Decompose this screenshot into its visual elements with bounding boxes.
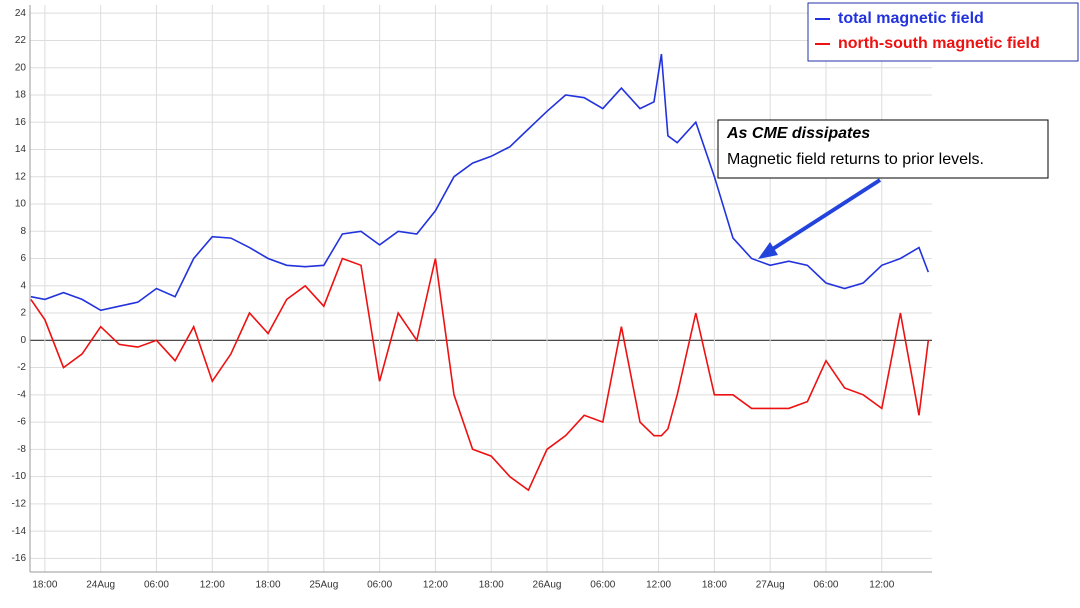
annotation-box [717, 119, 1049, 179]
y-tick-label: 10 [15, 199, 27, 210]
x-tick-label: 12:00 [646, 580, 671, 591]
y-tick-label: -2 [17, 362, 26, 373]
legend-label: north-south magnetic field [838, 35, 1040, 52]
arrow-head [758, 242, 778, 259]
y-tick-label: 2 [20, 308, 26, 319]
series-line [30, 53, 930, 312]
annotation-text: Magnetic field returns to prior levels. [727, 151, 984, 168]
legend-label: total magnetic field [838, 10, 984, 27]
y-tick-label: -14 [12, 526, 27, 537]
x-tick-label: 26Aug [533, 580, 562, 591]
y-tick-label: -12 [12, 498, 27, 509]
x-tick-label: 24Aug [86, 580, 115, 591]
y-tick-label: 0 [20, 335, 26, 346]
y-tick-label: -8 [17, 444, 26, 455]
x-tick-label: 06:00 [590, 580, 615, 591]
y-tick-label: -10 [12, 471, 27, 482]
y-tick-label: 14 [15, 144, 27, 155]
legend-box [807, 2, 1079, 62]
y-tick-label: 6 [20, 253, 26, 264]
series-line [30, 257, 930, 492]
x-tick-label: 25Aug [309, 580, 338, 591]
x-tick-label: 18:00 [702, 580, 727, 591]
x-tick-label: 12:00 [423, 580, 448, 591]
x-tick-label: 12:00 [869, 580, 894, 591]
x-tick-label: 12:00 [200, 580, 225, 591]
x-tick-label: 06:00 [813, 580, 838, 591]
x-tick-label: 18:00 [479, 580, 504, 591]
x-tick-label: 27Aug [756, 580, 785, 591]
y-tick-label: 12 [15, 171, 27, 182]
x-tick-label: 06:00 [367, 580, 392, 591]
x-tick-label: 18:00 [256, 580, 281, 591]
y-tick-label: 24 [15, 8, 27, 19]
y-tick-label: 8 [20, 226, 26, 237]
y-tick-label: -16 [12, 553, 27, 564]
y-tick-label: -4 [17, 389, 26, 400]
y-tick-label: 4 [20, 280, 26, 291]
y-tick-label: 16 [15, 117, 27, 128]
x-tick-label: 06:00 [144, 580, 169, 591]
annotation-title: As CME dissipates [726, 125, 870, 142]
y-tick-label: 18 [15, 90, 27, 101]
y-tick-label: 20 [15, 62, 27, 73]
y-tick-label: -6 [17, 417, 26, 428]
annotation-arrow [766, 178, 882, 254]
x-tick-label: 18:00 [32, 580, 57, 591]
y-tick-label: 22 [15, 35, 27, 46]
